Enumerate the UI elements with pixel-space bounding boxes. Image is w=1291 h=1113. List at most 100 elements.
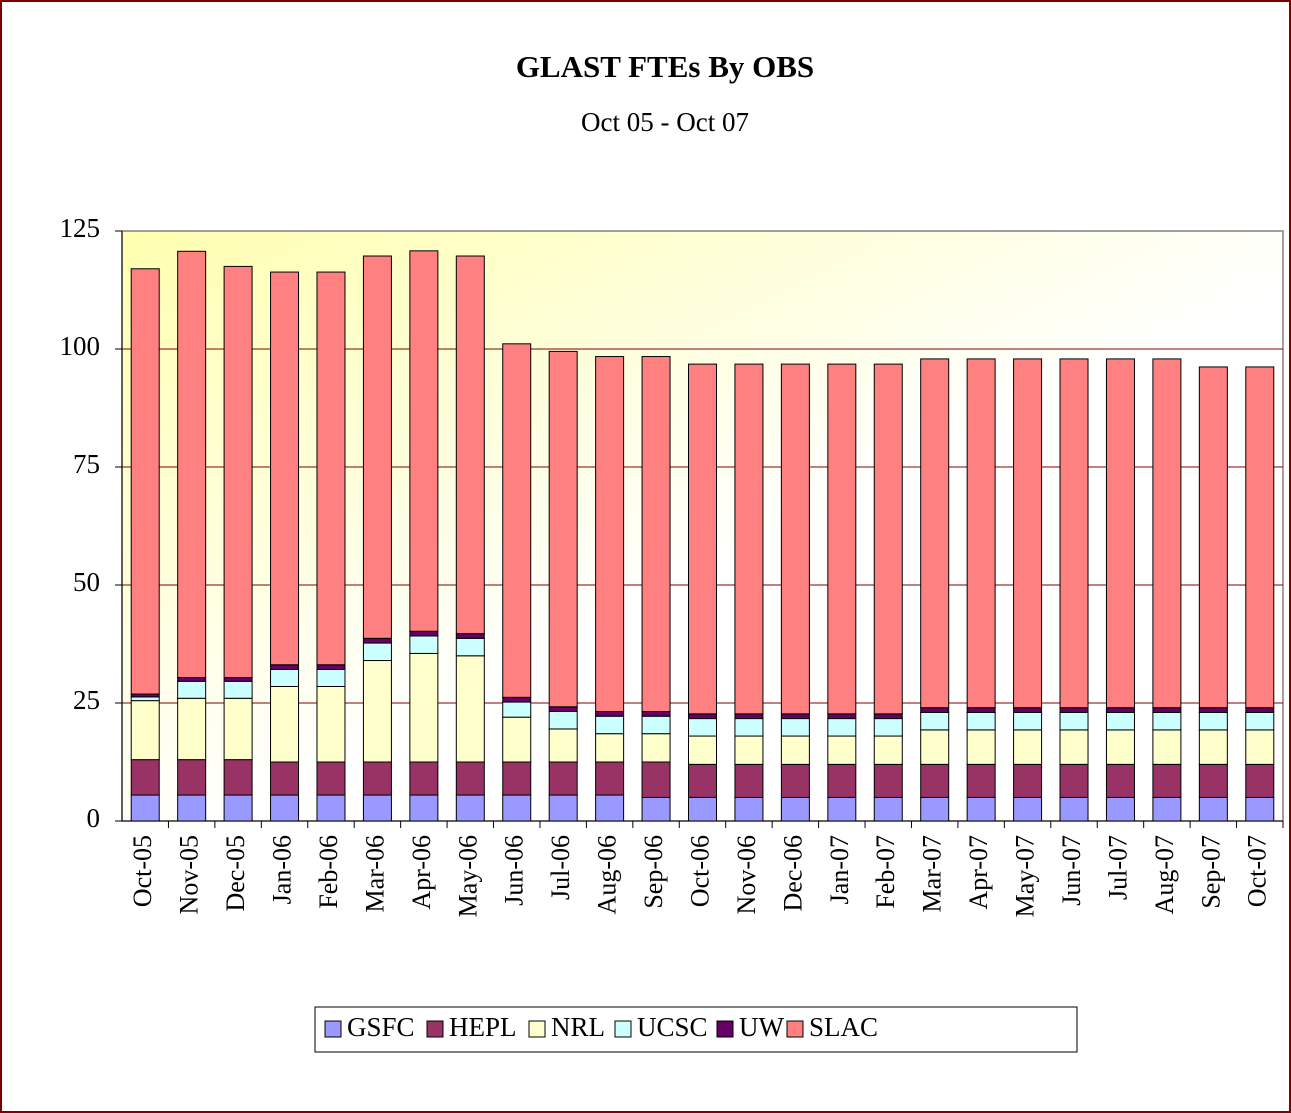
bar-segment	[1105, 711, 1135, 731]
bar-segment	[130, 759, 160, 796]
x-tick-label: Oct-06	[685, 835, 714, 907]
bar-segment	[920, 707, 950, 713]
legend-label: UCSC	[637, 1012, 708, 1042]
bar-segment	[177, 759, 207, 796]
bar-segment	[688, 718, 717, 737]
bar-segment	[362, 642, 392, 662]
legend-label: NRL	[551, 1012, 605, 1042]
x-tick-label: Sep-07	[1196, 835, 1225, 909]
bar-segment	[827, 718, 857, 737]
bar-segment	[688, 713, 717, 720]
x-tick-label: Oct-07	[1243, 835, 1272, 907]
bar-segment	[734, 763, 764, 798]
x-tick-label: Feb-06	[314, 835, 343, 909]
bar-segment	[966, 707, 996, 713]
legend-label: SLAC	[809, 1012, 878, 1042]
bar-segment	[177, 677, 207, 682]
chart-title: GLAST FTEs By OBS	[516, 49, 814, 84]
bar-segment	[548, 710, 578, 730]
bar-segment	[455, 761, 485, 796]
bar-segment	[1059, 763, 1089, 798]
bar-segment	[920, 729, 950, 765]
x-tick-label: Aug-07	[1150, 835, 1179, 914]
bar-segment	[1059, 729, 1089, 765]
bar-segment	[223, 677, 253, 682]
bar-segment	[1245, 729, 1275, 765]
x-tick-label: May-06	[453, 835, 482, 917]
bar-segment	[223, 265, 253, 679]
bar-segment	[966, 763, 996, 798]
bar-segment	[1013, 796, 1043, 822]
bar-segment	[641, 710, 671, 717]
bar-segment	[409, 635, 439, 654]
bar-segment	[1198, 711, 1228, 731]
legend-swatch	[716, 1020, 734, 1038]
x-tick-label: Apr-07	[964, 835, 993, 910]
legend-swatch	[528, 1020, 546, 1038]
chart-subtitle: Oct 05 - Oct 07	[581, 107, 749, 137]
bar-segment	[1059, 358, 1089, 709]
bar-segment	[502, 761, 532, 796]
bar-segment	[316, 761, 346, 796]
x-tick-label: Feb-07	[871, 835, 900, 909]
bar-segment	[270, 761, 300, 796]
bar-segment	[1245, 366, 1275, 709]
bar-segment	[734, 796, 764, 822]
bar-segment	[177, 697, 207, 761]
bar-segment	[873, 718, 903, 737]
bar-segment	[362, 255, 392, 639]
bar-segment	[780, 363, 810, 715]
bar-segment	[1198, 796, 1228, 822]
x-tick-label: Aug-06	[593, 835, 622, 914]
x-tick-label: Mar-06	[360, 835, 389, 912]
bar-segment	[548, 728, 578, 763]
bar-segment	[1105, 729, 1135, 765]
bar-segment	[920, 763, 950, 798]
legend-swatch	[614, 1020, 632, 1038]
bar-segment	[1152, 711, 1182, 731]
legend-swatch	[324, 1020, 342, 1038]
bar-segment	[734, 713, 764, 720]
bar-segment	[780, 718, 810, 737]
bar-segment	[362, 637, 392, 644]
bar-segment	[270, 794, 300, 822]
bar-segment	[1198, 707, 1228, 713]
bar-segment	[130, 794, 160, 822]
x-tick-label: Sep-06	[639, 835, 668, 909]
bar-segment	[827, 713, 857, 720]
bar-segment	[1152, 358, 1182, 709]
bar-segment	[1105, 763, 1135, 798]
bar-segment	[780, 713, 810, 720]
bar-segment	[641, 733, 671, 763]
bar-segment	[502, 696, 532, 703]
bar-segment	[409, 630, 439, 637]
bar-segment	[316, 685, 346, 763]
bar-segment	[920, 711, 950, 731]
bar-segment	[873, 735, 903, 765]
bar-segment	[502, 716, 532, 763]
bar-segment	[455, 255, 485, 635]
bar-segment	[920, 358, 950, 709]
x-tick-label: Apr-06	[407, 835, 436, 910]
bar-segment	[223, 680, 253, 699]
bar-segment	[688, 735, 717, 765]
bar-segment	[270, 668, 300, 687]
bar-segment	[316, 794, 346, 822]
bar-segment	[270, 271, 300, 666]
bar-segment	[734, 718, 764, 737]
bar-segment	[1245, 763, 1275, 798]
x-tick-label: Oct-05	[128, 835, 157, 907]
legend-label: HEPL	[449, 1012, 517, 1042]
legend-label: UW	[739, 1012, 784, 1042]
bar-segment	[1105, 707, 1135, 713]
bar-segment	[827, 363, 857, 715]
bar-segment	[1198, 729, 1228, 765]
bar-segment	[966, 796, 996, 822]
bar-segment	[780, 763, 810, 798]
bar-segment	[362, 761, 392, 796]
bar-segment	[595, 710, 625, 717]
bar-segment	[1013, 763, 1043, 798]
legend-swatch	[426, 1020, 444, 1038]
